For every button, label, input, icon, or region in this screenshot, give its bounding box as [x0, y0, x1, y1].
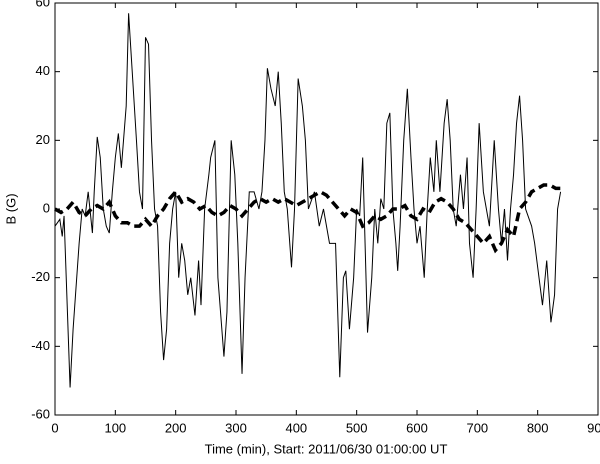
- y-axis-label: B (G): [3, 193, 18, 224]
- plot-frame: [54, 2, 599, 416]
- x-tick-label: 600: [406, 420, 428, 435]
- x-tick-label: 400: [285, 420, 307, 435]
- y-tick-label: 40: [36, 63, 50, 78]
- x-axis-label: Time (min), Start: 2011/06/30 01:00:00 U…: [205, 441, 448, 456]
- x-tick-label: 0: [51, 420, 58, 435]
- x-tick-label: 500: [346, 420, 368, 435]
- x-tick-label: 100: [104, 420, 126, 435]
- y-tick-label: -20: [31, 269, 50, 284]
- x-tick-label: 800: [527, 420, 549, 435]
- solid-line: [54, 13, 562, 388]
- x-tick-label: 900: [587, 420, 600, 435]
- y-tick-label: -60: [31, 406, 50, 421]
- dashed-line: [54, 183, 562, 254]
- y-tick-label: 60: [36, 0, 50, 9]
- y-tick-label: -40: [31, 338, 50, 353]
- y-tick-label: 0: [43, 200, 50, 215]
- y-tick-label: 20: [36, 132, 50, 147]
- x-tick-label: 200: [165, 420, 187, 435]
- x-tick-label: 700: [466, 420, 488, 435]
- x-tick-label: 300: [225, 420, 247, 435]
